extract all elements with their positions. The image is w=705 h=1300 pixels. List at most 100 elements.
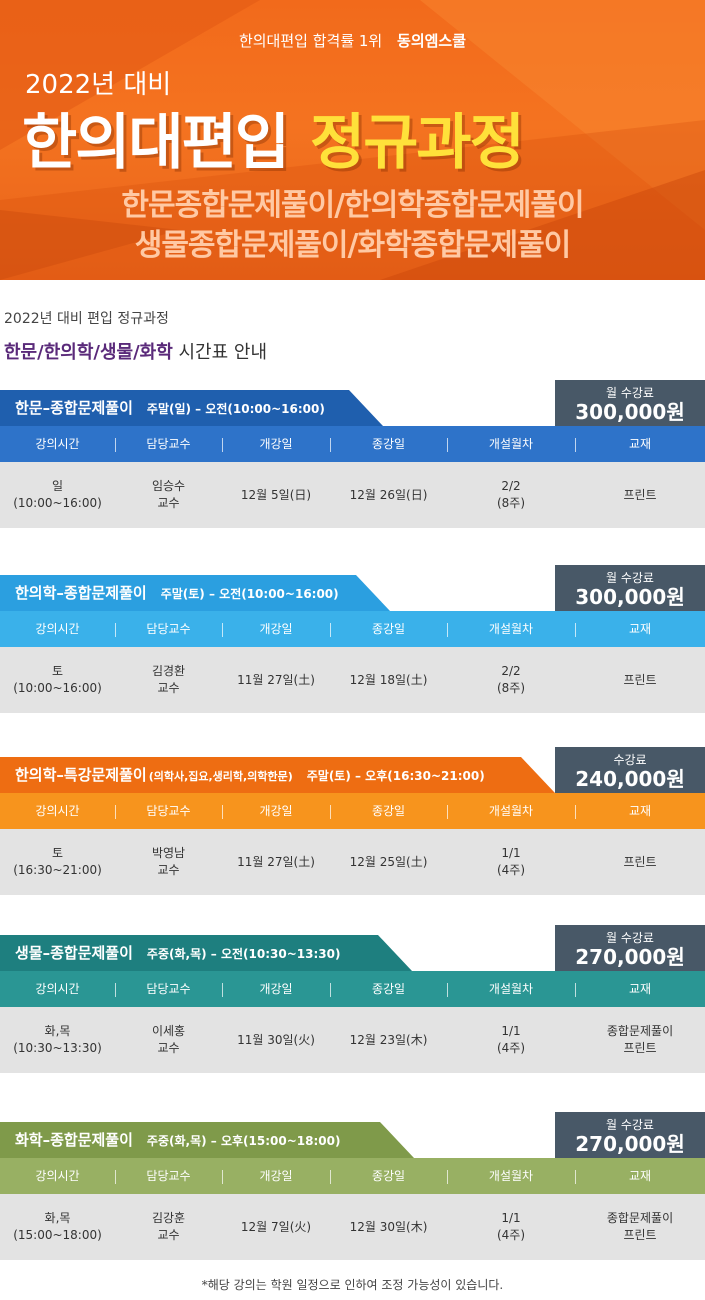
header-start-date: 개강일 [222,1158,330,1194]
cell-professor: 이세홍 교수 [151,1024,186,1055]
header-end-date: 종강일 [330,971,447,1007]
banner-tagline: 한의대편입 합격률 1위 동의엠스쿨 [0,30,705,51]
course-schedule: 주중(화,목) – 오후(15:00~18:00) [146,1134,341,1148]
cell-textbook: 프린트 [623,487,657,502]
course-ribbon: 한의학–종합문제풀이 주말(토) – 오전(10:00~16:00) [0,575,390,611]
fee-label: 월 수강료 [606,931,654,945]
cell-professor: 김강훈 교수 [151,1211,186,1242]
table-header: 강의시간 담당교수 개강일 종강일 개설월차 교재 [0,971,705,1007]
header-start-date: 개강일 [222,426,330,462]
cell-end-date: 12월 23일(木) [349,1032,428,1047]
cell-months: 2/2 (8주) [496,664,526,695]
header-end-date: 종강일 [330,611,447,647]
table-row: 일 (10:00~16:00) 임승수 교수 12월 5일(日) 12월 26일… [0,462,705,528]
cell-start-date: 11월 27일(土) [237,672,315,687]
course-ribbon: 한문–종합문제풀이 주말(일) – 오전(10:00~16:00) [0,390,383,426]
cell-textbook: 종합문제풀이 프린트 [606,1024,674,1055]
fee-label: 월 수강료 [606,1118,654,1132]
cell-professor: 김경환 교수 [151,664,186,695]
fee-amount: 270,000원 [575,1132,685,1156]
fee-label: 월 수강료 [606,386,654,400]
intro-subjects: 한문/한의학/생물/화학 [4,342,173,363]
footnote: *해당 강의는 학원 일정으로 인하여 조정 가능성이 있습니다. [201,1278,504,1292]
course-ribbon: 한의학–특강문제풀이 (의학사,집요,생리학,의학한문) 주말(토) – 오후(16… [0,757,555,793]
cell-professor: 임승수 교수 [151,479,186,510]
course-ribbon: 생물–종합문제풀이 주중(화,목) – 오전(10:30~13:30) [0,935,412,971]
course-fee-badge: 월 수강료 300,000원 [555,380,705,438]
fee-amount: 300,000원 [575,400,685,424]
fee-amount: 270,000원 [575,945,685,969]
header-textbook: 교재 [575,971,705,1007]
header-end-date: 종강일 [330,426,447,462]
cell-professor: 박영남 교수 [151,846,186,877]
cell-textbook: 프린트 [623,854,657,869]
header-time: 강의시간 [35,804,80,818]
header-months: 개설월차 [447,793,575,829]
header-professor: 담당교수 [115,971,222,1007]
header-start-date: 개강일 [222,611,330,647]
table-row: 토 (10:00~16:00) 김경환 교수 11월 27일(土) 12월 18… [0,647,705,713]
tagline-text: 한의대편입 합격률 1위 [238,32,383,50]
course-fee-badge: 월 수강료 270,000원 [555,1112,705,1170]
table-header: 강의시간 담당교수 개강일 종강일 개설월차 교재 [0,611,705,647]
course-fee-badge: 월 수강료 300,000원 [555,565,705,623]
header-time: 강의시간 [35,622,80,636]
banner-subtitle-1: 한문종합문제풀이/한의학종합문제풀이 [121,188,584,223]
banner-title: 한의대편입 정규과정 [22,94,525,181]
header-textbook: 교재 [575,793,705,829]
cell-textbook: 프린트 [623,672,657,687]
course-schedule: 주말(토) – 오전(10:00~16:00) [160,587,339,601]
course-schedule: 주중(화,목) – 오전(10:30~13:30) [146,947,341,961]
banner-background-shapes [0,0,705,280]
hero-banner: 한의대편입 합격률 1위 동의엠스쿨 2022년 대비 한의대편입 정규과정 한문… [0,0,705,280]
course-title: 생물–종합문제풀이 [15,944,133,962]
course-ribbon: 화학–종합문제풀이 주중(화,목) – 오후(15:00~18:00) [0,1122,414,1158]
cell-end-date: 12월 30일(木) [349,1219,428,1234]
table-header: 강의시간 담당교수 개강일 종강일 개설월차 교재 [0,793,705,829]
header-end-date: 종강일 [330,1158,447,1194]
table-row: 토 (16:30~21:00) 박영남 교수 11월 27일(土) 12월 25… [0,829,705,895]
header-time: 강의시간 [35,1169,80,1183]
header-textbook: 교재 [575,611,705,647]
banner-title-main: 한의대편입 [22,108,290,178]
cell-textbook: 종합문제풀이 프린트 [606,1211,674,1242]
header-professor: 담당교수 [115,793,222,829]
cell-time: 화,목 (15:00~18:00) [13,1211,102,1242]
header-time: 강의시간 [35,982,80,996]
intro-subheading: 2022년 대비 편입 정규과정 [4,311,169,327]
cell-start-date: 12월 5일(日) [240,487,312,502]
header-textbook: 교재 [575,426,705,462]
course-title: 화학–종합문제풀이 [15,1131,133,1149]
cell-end-date: 12월 18일(土) [349,672,428,687]
intro-heading: 한문/한의학/생물/화학 시간표 안내 [4,338,267,364]
cell-months: 1/1 (4주) [496,1024,526,1055]
header-time: 강의시간 [35,437,80,451]
table-row: 화,목 (15:00~18:00) 김강훈 교수 12월 7일(火) 12월 3… [0,1194,705,1260]
cell-time: 토 (10:00~16:00) [13,664,102,695]
cell-months: 1/1 (4주) [496,846,526,877]
cell-time: 토 (16:30~21:00) [13,846,102,877]
fee-amount: 300,000원 [575,585,685,609]
cell-months: 2/2 (8주) [496,479,526,510]
header-months: 개설월차 [447,611,575,647]
course-fee-badge: 월 수강료 270,000원 [555,925,705,983]
cell-end-date: 12월 26일(日) [349,487,428,502]
cell-time: 일 (10:00~16:00) [13,479,102,510]
header-months: 개설월차 [447,1158,575,1194]
cell-months: 1/1 (4주) [496,1211,526,1242]
intro-heading-rest: 시간표 안내 [172,342,268,363]
header-textbook: 교재 [575,1158,705,1194]
table-header: 강의시간 담당교수 개강일 종강일 개설월차 교재 [0,1158,705,1194]
header-months: 개설월차 [447,971,575,1007]
cell-time: 화,목 (10:30~13:30) [13,1024,102,1055]
header-professor: 담당교수 [115,1158,222,1194]
table-row: 화,목 (10:30~13:30) 이세홍 교수 11월 30일(火) 12월 … [0,1007,705,1073]
fee-label: 월 수강료 [606,571,654,585]
course-schedule: 주말(일) – 오전(10:00~16:00) [146,402,325,416]
cell-start-date: 11월 30일(火) [237,1032,315,1047]
table-header: 강의시간 담당교수 개강일 종강일 개설월차 교재 [0,426,705,462]
header-professor: 담당교수 [115,426,222,462]
course-title: 한의학–특강문제풀이 [15,766,147,784]
course-title: 한의학–종합문제풀이 [15,584,147,602]
banner-title-accent: 정규과정 [310,108,525,178]
